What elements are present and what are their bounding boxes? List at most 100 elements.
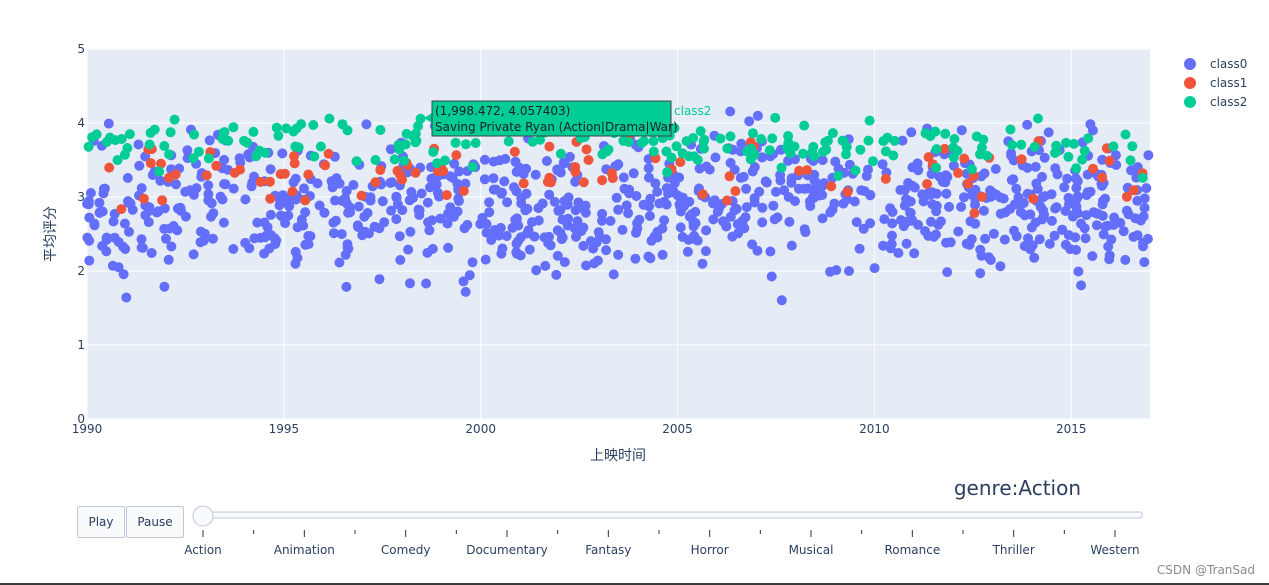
slider-step-label[interactable]: Action xyxy=(184,543,222,557)
point-class0 xyxy=(234,153,245,164)
tooltip-line-2: Saving Private Ryan (Action|Drama|War) xyxy=(435,120,678,134)
point-class0 xyxy=(613,159,624,170)
scatter-chart[interactable]: 1990 1995 2000 2005 2010 2015 0 1 2 3 4 5 上映时间 平均评… xyxy=(0,0,1269,500)
point-class1 xyxy=(157,195,168,206)
point-class1 xyxy=(235,164,245,175)
point-class0 xyxy=(1062,173,1073,184)
point-class0 xyxy=(935,216,946,227)
x-tick-label: 1995 xyxy=(269,422,300,436)
point-class0 xyxy=(1080,233,1091,244)
point-class0 xyxy=(454,166,465,177)
point-class2 xyxy=(799,120,810,131)
point-class0 xyxy=(121,292,132,303)
point-class0 xyxy=(1046,215,1057,226)
point-class0 xyxy=(500,153,511,164)
point-class0 xyxy=(1079,223,1090,234)
slider-step-label[interactable]: Thriller xyxy=(992,543,1035,557)
pause-button[interactable]: Pause xyxy=(126,506,184,538)
point-class0 xyxy=(942,171,953,182)
point-class2 xyxy=(315,141,326,152)
point-class0 xyxy=(341,281,352,292)
point-class0 xyxy=(1034,234,1045,245)
slider-step-label[interactable]: Romance xyxy=(884,543,940,557)
point-class0 xyxy=(970,218,981,229)
point-class1 xyxy=(597,175,608,186)
point-class0 xyxy=(516,198,527,209)
point-class1 xyxy=(606,168,617,179)
point-class0 xyxy=(1120,254,1131,265)
point-class2 xyxy=(169,114,180,125)
point-class2 xyxy=(1071,163,1082,174)
point-class2 xyxy=(722,143,733,154)
point-class2 xyxy=(1063,151,1074,162)
point-class0 xyxy=(83,196,94,207)
point-class0 xyxy=(988,228,999,239)
point-class0 xyxy=(161,233,171,244)
point-class0 xyxy=(240,237,251,248)
point-class1 xyxy=(441,190,452,201)
slider-rail[interactable] xyxy=(195,511,1143,519)
point-class1 xyxy=(578,177,589,188)
point-class0 xyxy=(704,164,715,175)
point-class0 xyxy=(180,211,191,222)
play-button[interactable]: Play xyxy=(77,506,125,538)
point-class0 xyxy=(206,198,217,209)
point-class0 xyxy=(334,257,345,268)
point-class0 xyxy=(1103,241,1114,252)
legend-item-class2[interactable]: class2 xyxy=(1184,95,1247,109)
point-class0 xyxy=(159,281,170,292)
point-class1 xyxy=(104,162,115,173)
point-class1 xyxy=(265,193,276,204)
point-class0 xyxy=(747,239,758,250)
point-class2 xyxy=(699,143,709,154)
point-class0 xyxy=(766,271,777,282)
point-class2 xyxy=(228,122,239,133)
point-class0 xyxy=(94,197,105,208)
point-class0 xyxy=(328,228,339,239)
slider-step-label[interactable]: Western xyxy=(1090,543,1139,557)
slider-step-label[interactable]: Musical xyxy=(789,543,834,557)
slider-step-label[interactable]: Comedy xyxy=(381,543,431,557)
slider-step-label[interactable]: Documentary xyxy=(466,543,548,557)
genre-slider[interactable]: Action Animation Comedy Documentary Fantasy H… xyxy=(0,500,1269,570)
point-class0 xyxy=(618,172,629,183)
point-class0 xyxy=(1063,230,1074,241)
point-class0 xyxy=(632,223,643,234)
point-class0 xyxy=(710,152,721,163)
x-axis: 1990 1995 2000 2005 2010 2015 xyxy=(72,422,1087,436)
slider-step-label[interactable]: Animation xyxy=(274,543,335,557)
point-class0 xyxy=(669,187,679,198)
point-class0 xyxy=(877,159,888,170)
point-class0 xyxy=(397,205,408,216)
point-class1 xyxy=(581,144,592,155)
x-axis-label: 上映时间 xyxy=(590,448,646,464)
slider-step-label[interactable]: Fantasy xyxy=(585,543,631,557)
point-class0 xyxy=(552,250,563,261)
point-class0 xyxy=(887,207,898,217)
point-class2 xyxy=(850,165,861,176)
legend[interactable]: class0 class1 class2 xyxy=(1184,57,1247,109)
slider-step-label[interactable]: Horror xyxy=(691,543,729,557)
point-class0 xyxy=(252,217,263,228)
point-class2 xyxy=(1029,141,1040,152)
point-class0 xyxy=(374,274,385,285)
point-class1 xyxy=(880,173,891,184)
point-class1 xyxy=(279,168,290,179)
point-class0 xyxy=(403,244,414,255)
legend-item-class0[interactable]: class0 xyxy=(1184,57,1247,71)
point-class1 xyxy=(509,146,520,157)
point-class0 xyxy=(858,223,869,234)
point-class0 xyxy=(739,223,750,234)
point-class2 xyxy=(770,112,781,123)
slider-handle[interactable] xyxy=(192,505,214,527)
point-class0 xyxy=(402,167,413,178)
point-class2 xyxy=(882,132,893,143)
point-class0 xyxy=(589,258,600,269)
point-class0 xyxy=(98,188,109,199)
current-frame-label: genre:Action xyxy=(954,476,1081,500)
point-class2 xyxy=(555,148,566,159)
point-class1 xyxy=(287,186,298,197)
point-class0 xyxy=(581,260,592,271)
point-class0 xyxy=(488,227,499,238)
legend-item-class1[interactable]: class1 xyxy=(1184,76,1247,90)
